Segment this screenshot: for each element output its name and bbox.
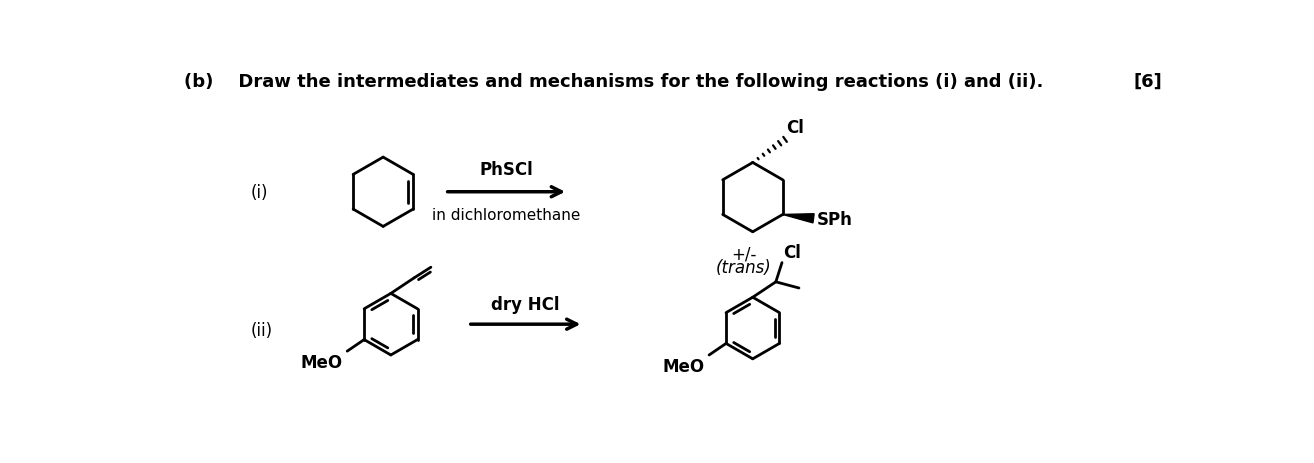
Text: (ii): (ii) bbox=[251, 322, 273, 339]
Text: Cl: Cl bbox=[787, 119, 804, 137]
Text: in dichloromethane: in dichloromethane bbox=[432, 208, 581, 223]
Text: (b)    Draw the intermediates and mechanisms for the following reactions (i) and: (b) Draw the intermediates and mechanism… bbox=[184, 73, 1043, 90]
Text: SPh: SPh bbox=[816, 211, 853, 229]
Text: +/-: +/- bbox=[731, 244, 756, 263]
Text: MeO: MeO bbox=[662, 357, 704, 375]
Text: PhSCl: PhSCl bbox=[480, 161, 533, 179]
Text: (i): (i) bbox=[251, 183, 268, 201]
Text: [6]: [6] bbox=[1134, 73, 1163, 90]
Text: MeO: MeO bbox=[301, 354, 343, 372]
Text: Cl: Cl bbox=[783, 244, 800, 262]
Polygon shape bbox=[783, 214, 815, 224]
Text: dry HCl: dry HCl bbox=[491, 296, 560, 314]
Text: (trans): (trans) bbox=[716, 258, 771, 276]
